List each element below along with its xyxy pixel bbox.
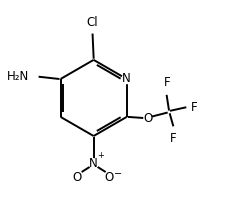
Circle shape (122, 74, 131, 84)
Text: O: O (143, 111, 152, 125)
Text: F: F (164, 76, 170, 89)
Circle shape (89, 159, 98, 168)
Text: N: N (122, 72, 131, 85)
Circle shape (144, 114, 152, 122)
Text: O: O (105, 171, 114, 184)
Text: O: O (72, 171, 81, 184)
Text: F: F (170, 132, 176, 145)
Text: N: N (89, 157, 98, 170)
Text: −: − (114, 169, 122, 179)
Text: F: F (191, 101, 198, 114)
Text: Cl: Cl (87, 16, 98, 29)
Text: +: + (97, 151, 104, 160)
Text: H₂N: H₂N (7, 70, 29, 83)
